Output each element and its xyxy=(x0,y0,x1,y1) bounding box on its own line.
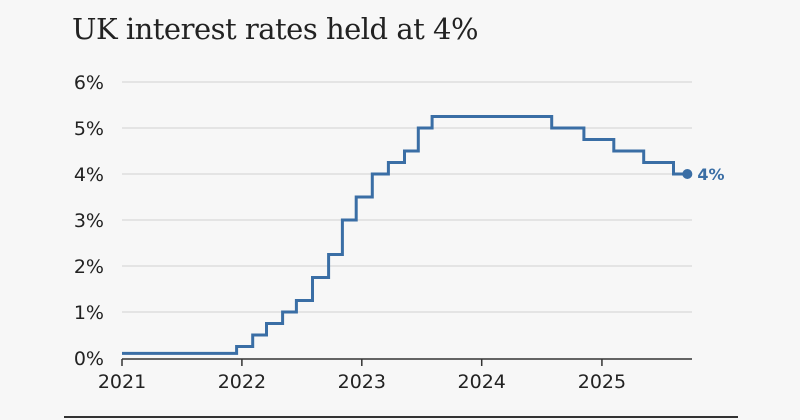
series-layer: 4% xyxy=(122,115,725,355)
y-tick-label: 0% xyxy=(74,348,104,370)
gridlines xyxy=(122,81,692,313)
y-axis-ticks: 0% 1% 2% 3% 4% 5% 6% xyxy=(74,72,104,370)
y-tick-label: 1% xyxy=(74,302,104,324)
x-tick-label: 2021 xyxy=(98,371,146,393)
y-tick-label: 2% xyxy=(74,256,104,278)
x-tick-label: 2023 xyxy=(338,371,386,393)
end-value-label: 4% xyxy=(697,165,724,184)
x-axis: 2021 2022 2023 2024 2025 xyxy=(98,358,692,393)
series-line-bank-rate xyxy=(122,115,688,355)
x-tick-label: 2024 xyxy=(458,371,506,393)
x-tick-label: 2022 xyxy=(218,371,266,393)
y-tick-label: 5% xyxy=(74,118,104,140)
end-point-marker xyxy=(682,169,693,179)
y-tick-label: 4% xyxy=(74,164,104,186)
chart-title: UK interest rates held at 4% xyxy=(72,12,479,46)
x-tick-label: 2025 xyxy=(578,371,626,393)
y-tick-label: 3% xyxy=(74,210,104,232)
y-tick-label: 6% xyxy=(74,72,104,94)
